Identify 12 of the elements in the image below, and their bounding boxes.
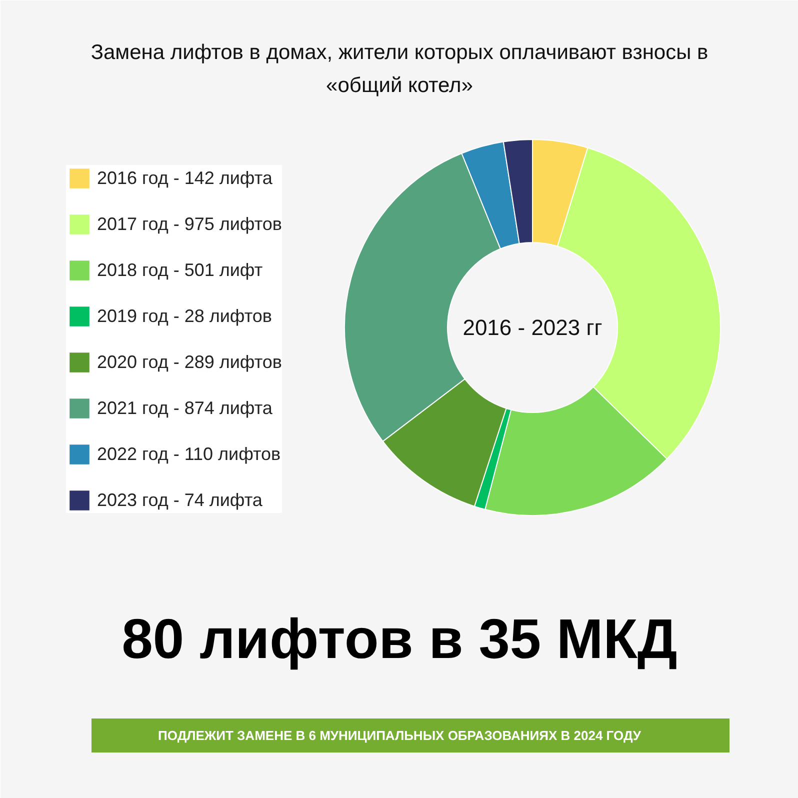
text: 2016 - 2023 гг [462,315,602,340]
legend-label: 2022 год - 110 лифтов [97,444,281,464]
legend-label: 2020 год - 289 лифтов [97,352,282,372]
legend-label: 2017 год - 975 лифтов [97,214,282,234]
legend-label: 2018 год - 501 лифт [97,260,263,280]
text: 80 лифтов в 35 МКД [122,607,678,670]
legend-label: 2023 год - 74 лифта [97,490,262,510]
text: ПОДЛЕЖИТ ЗАМЕНЕ В 6 МУНИЦИПАЛЬНЫХ ОБРАЗОВАНИЯХ В 2024 ГОДУ [158,728,642,743]
legend-label: 2016 год - 142 лифта [97,168,272,188]
legend-label: 2019 год - 28 лифтов [97,306,272,326]
chart-title: Замена лифтов в домах, жители которых оплачивают взносы в «общий котел» [90,41,708,97]
legend-label: 2021 год - 874 лифта [97,398,272,418]
